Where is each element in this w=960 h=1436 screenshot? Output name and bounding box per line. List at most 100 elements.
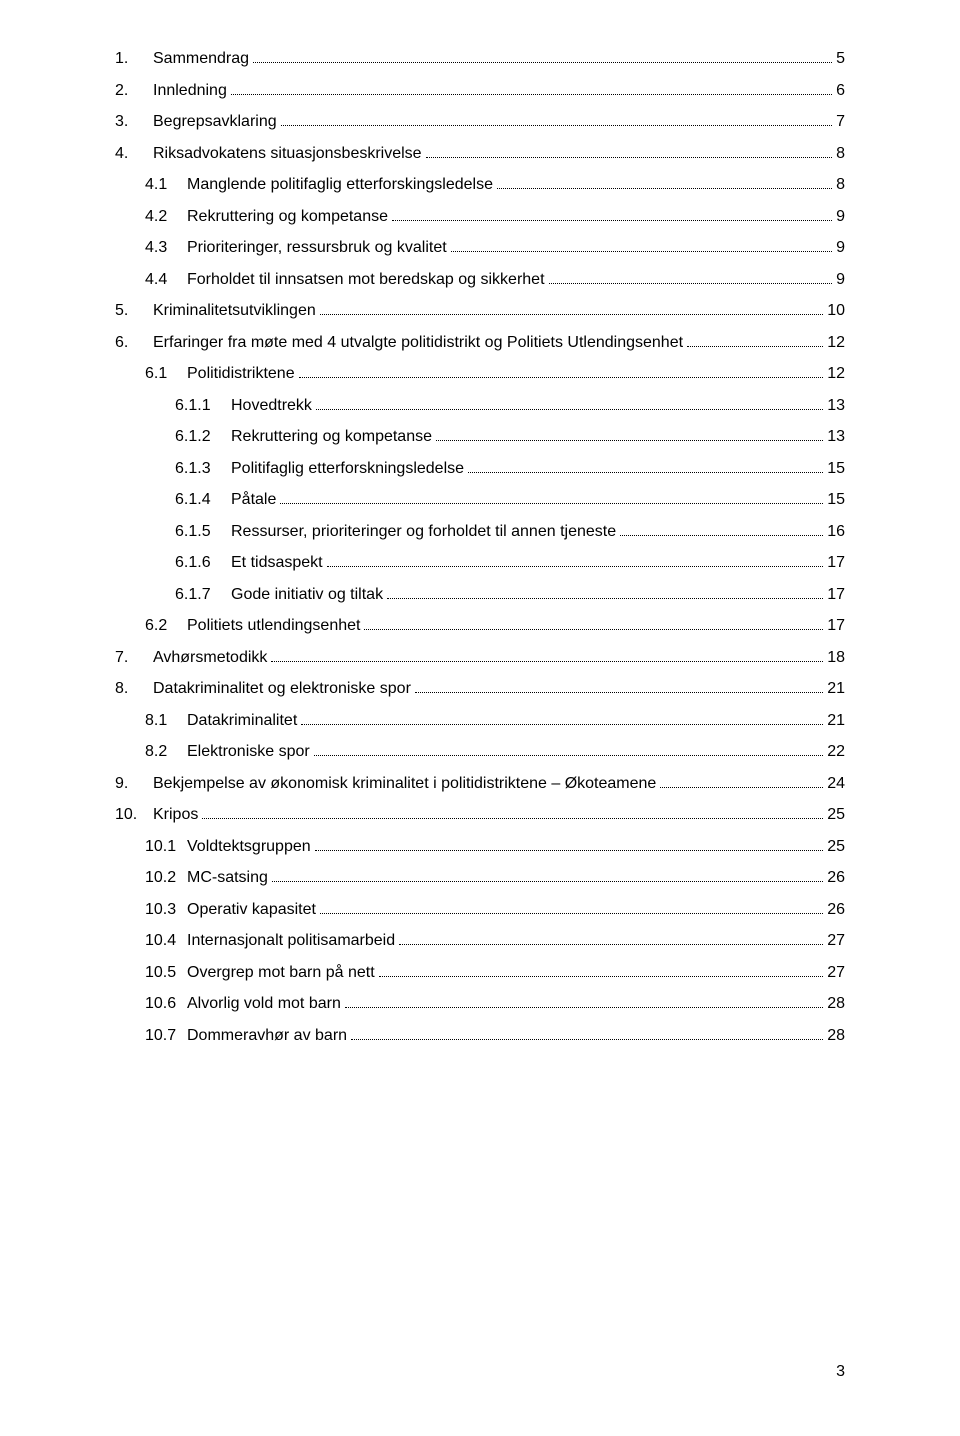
toc-entry-number: 8.1 — [145, 712, 187, 730]
toc-entry: 4.4Forholdet til innsatsen mot beredskap… — [115, 271, 845, 289]
toc-entry-number: 10.5 — [145, 964, 187, 982]
toc-entry-page: 7 — [836, 113, 845, 131]
toc-entry: 4.Riksadvokatens situasjonsbeskrivelse8 — [115, 145, 845, 163]
toc-entry: 6.1Politidistriktene12 — [115, 365, 845, 383]
toc-entry-title: Datakriminalitet og elektroniske spor — [153, 680, 411, 698]
toc-entry-number: 10.7 — [145, 1027, 187, 1045]
toc-entry-title: Påtale — [231, 491, 276, 509]
toc-entry: 7.Avhørsmetodikk18 — [115, 649, 845, 667]
toc-entry-title: Riksadvokatens situasjonsbeskrivelse — [153, 145, 422, 163]
toc-entry-title: Alvorlig vold mot barn — [187, 995, 341, 1013]
toc-entry-title: Begrepsavklaring — [153, 113, 277, 131]
toc-entry-title: Prioriteringer, ressursbruk og kvalitet — [187, 239, 447, 257]
toc-entry-title: Elektroniske spor — [187, 743, 310, 761]
toc-entry-number: 10.3 — [145, 901, 187, 919]
toc-entry-number: 4.3 — [145, 239, 187, 257]
toc-dot-leader — [399, 944, 823, 945]
toc-entry-page: 10 — [827, 302, 845, 320]
toc-entry-number: 4.2 — [145, 208, 187, 226]
toc-entry: 2.Innledning6 — [115, 82, 845, 100]
toc-dot-leader — [351, 1039, 823, 1040]
toc-entry: 6.1.4Påtale15 — [115, 491, 845, 509]
toc-dot-leader — [253, 62, 832, 63]
toc-entry-page: 27 — [827, 932, 845, 950]
toc-entry: 8.1Datakriminalitet21 — [115, 712, 845, 730]
toc-entry-number: 3. — [115, 113, 153, 131]
toc-dot-leader — [202, 818, 823, 819]
toc-entry-page: 22 — [827, 743, 845, 761]
toc-entry-number: 6.1.3 — [175, 460, 231, 478]
toc-entry-title: Politidistriktene — [187, 365, 295, 383]
toc-entry-number: 10.4 — [145, 932, 187, 950]
toc-entry-number: 6.1.5 — [175, 523, 231, 541]
toc-entry-page: 25 — [827, 806, 845, 824]
toc-dot-leader — [314, 755, 823, 756]
toc-dot-leader — [280, 503, 823, 504]
toc-entry-title: Sammendrag — [153, 50, 249, 68]
toc-dot-leader — [315, 850, 824, 851]
toc-entry: 9.Bekjempelse av økonomisk kriminalitet … — [115, 775, 845, 793]
toc-entry-number: 6.1.7 — [175, 586, 231, 604]
toc-entry-page: 27 — [827, 964, 845, 982]
toc-entry-page: 26 — [827, 869, 845, 887]
toc-entry-number: 1. — [115, 50, 153, 68]
toc-entry-title: Bekjempelse av økonomisk kriminalitet i … — [153, 775, 656, 793]
toc-entry-title: Forholdet til innsatsen mot beredskap og… — [187, 271, 545, 289]
toc-dot-leader — [271, 661, 823, 662]
toc-entry-title: Erfaringer fra møte med 4 utvalgte polit… — [153, 334, 683, 352]
toc-entry: 4.1Manglende politifaglig etterforskings… — [115, 176, 845, 194]
toc-entry-title: Politiets utlendingsenhet — [187, 617, 360, 635]
toc-entry-page: 17 — [827, 617, 845, 635]
toc-dot-leader — [327, 566, 824, 567]
toc-dot-leader — [549, 283, 833, 284]
toc-dot-leader — [415, 692, 823, 693]
toc-entry-page: 17 — [827, 554, 845, 572]
toc-entry-number: 6.1.2 — [175, 428, 231, 446]
toc-entry-page: 25 — [827, 838, 845, 856]
toc-entry-title: Kripos — [153, 806, 198, 824]
toc-entry: 10.7Dommeravhør av barn28 — [115, 1027, 845, 1045]
toc-entry-number: 2. — [115, 82, 153, 100]
table-of-contents: 1.Sammendrag52.Innledning63.Begrepsavkla… — [115, 50, 845, 1045]
toc-entry: 10.Kripos 25 — [115, 806, 845, 824]
toc-entry-number: 4. — [115, 145, 153, 163]
toc-entry-number: 8.2 — [145, 743, 187, 761]
page-number: 3 — [836, 1363, 845, 1381]
toc-entry-page: 15 — [827, 491, 845, 509]
toc-entry: 10.3Operativ kapasitet 26 — [115, 901, 845, 919]
toc-entry-title: Operativ kapasitet — [187, 901, 316, 919]
toc-dot-leader — [687, 346, 823, 347]
toc-entry-page: 6 — [836, 82, 845, 100]
toc-entry: 8.2Elektroniske spor 22 — [115, 743, 845, 761]
toc-entry-page: 18 — [827, 649, 845, 667]
toc-entry-title: Internasjonalt politisamarbeid — [187, 932, 395, 950]
toc-entry-number: 7. — [115, 649, 153, 667]
toc-entry-title: Rekruttering og kompetanse — [187, 208, 388, 226]
toc-entry: 6.Erfaringer fra møte med 4 utvalgte pol… — [115, 334, 845, 352]
toc-entry: 10.1Voldtektsgruppen25 — [115, 838, 845, 856]
toc-entry-title: Manglende politifaglig etterforskingsled… — [187, 176, 493, 194]
toc-entry-page: 24 — [827, 775, 845, 793]
toc-entry-title: Politifaglig etterforskningsledelse — [231, 460, 464, 478]
toc-entry-page: 26 — [827, 901, 845, 919]
toc-entry-title: Ressurser, prioriteringer og forholdet t… — [231, 523, 616, 541]
toc-entry-title: Overgrep mot barn på nett — [187, 964, 375, 982]
toc-entry: 6.1.1Hovedtrekk13 — [115, 397, 845, 415]
toc-entry-title: Hovedtrekk — [231, 397, 312, 415]
toc-entry-page: 16 — [827, 523, 845, 541]
toc-entry: 3.Begrepsavklaring 7 — [115, 113, 845, 131]
toc-dot-leader — [392, 220, 832, 221]
toc-entry-number: 6.2 — [145, 617, 187, 635]
toc-entry: 10.2MC-satsing26 — [115, 869, 845, 887]
toc-entry: 6.2Politiets utlendingsenhet 17 — [115, 617, 845, 635]
toc-dot-leader — [316, 409, 823, 410]
toc-entry-page: 28 — [827, 995, 845, 1013]
toc-dot-leader — [497, 188, 832, 189]
toc-dot-leader — [345, 1007, 823, 1008]
toc-entry-page: 9 — [836, 239, 845, 257]
toc-entry-title: Gode initiativ og tiltak — [231, 586, 383, 604]
toc-entry-title: Dommeravhør av barn — [187, 1027, 347, 1045]
toc-entry-number: 9. — [115, 775, 153, 793]
toc-entry-number: 10. — [115, 806, 153, 824]
toc-entry: 6.1.5Ressurser, prioriteringer og forhol… — [115, 523, 845, 541]
